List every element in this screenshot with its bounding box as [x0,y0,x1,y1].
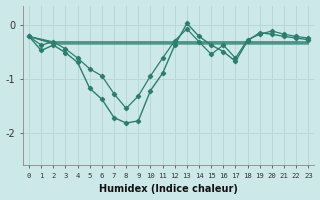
X-axis label: Humidex (Indice chaleur): Humidex (Indice chaleur) [99,184,238,194]
